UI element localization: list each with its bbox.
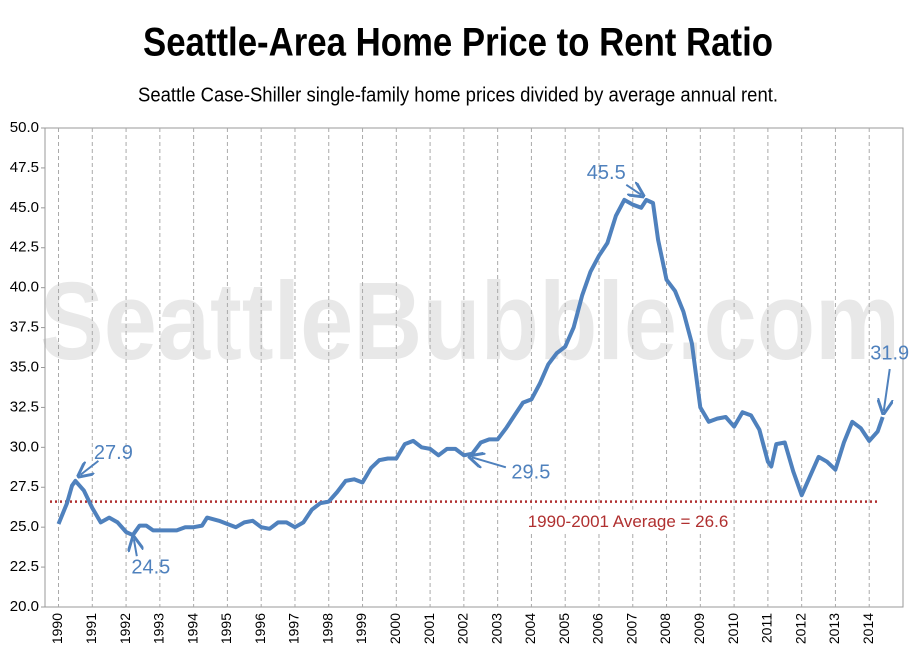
y-tick-label: 27.5 [10,478,39,495]
y-tick-label: 42.5 [10,239,39,256]
average-label-bg [528,509,728,534]
x-tick-label: 2011 [759,613,775,643]
y-tick-label: 37.5 [10,319,39,336]
x-tick-label: 2013 [826,613,842,644]
x-tick-label: 1997 [286,613,302,644]
y-tick-label: 32.5 [10,398,39,415]
x-tick-label: 1998 [319,613,335,644]
y-tick-label: 20.0 [10,598,39,615]
x-tick-label: 2005 [556,613,572,644]
x-tick-label: 2014 [860,613,876,644]
data-line [56,197,885,538]
x-tick-label: 2009 [691,613,707,644]
x-tick-label: 2008 [657,613,673,644]
watermark: SeattleBubble.com [40,260,900,383]
x-tick-label: 1993 [151,613,167,644]
x-tick-label: 1990 [49,613,65,644]
y-tick-label: 50.0 [10,119,39,136]
x-tick-label: 1994 [184,613,200,644]
x-tick-label: 2010 [725,613,741,644]
y-tick-label: 45.0 [10,199,39,216]
y-tick-label: 30.0 [10,438,39,455]
annotation-label: 45.5 [587,162,626,184]
x-tick-label: 2000 [387,613,403,644]
annotation-arrow [472,457,507,467]
x-tick-label: 2004 [522,613,538,644]
x-tick-label: 1991 [83,613,99,644]
y-tick-label: 22.5 [10,558,39,575]
annotation-arrow [80,460,100,475]
x-tick-label: 2002 [455,613,471,644]
x-tick-label: 2003 [488,613,504,644]
x-tick-label: 2012 [792,613,808,644]
x-tick-label: 2001 [421,613,437,644]
annotation-label: 29.5 [511,462,550,484]
x-tick-label: 1996 [252,613,268,644]
x-tick-label: 1995 [218,613,234,644]
annotation-label: 24.5 [131,556,170,578]
x-tick-label: 1992 [117,613,133,644]
y-tick-label: 40.0 [10,279,39,296]
x-tick-label: 2007 [623,613,639,644]
chart-subtitle: Seattle Case-Shiller single-family home … [138,84,778,106]
chart-title: Seattle-Area Home Price to Rent Ratio [143,21,773,65]
y-tick-label: 25.0 [10,518,39,535]
y-tick-label: 35.0 [10,358,39,375]
annotation-arrow [134,539,137,557]
annotation-label: 27.9 [94,442,133,464]
annotation-arrow [884,368,890,411]
x-tick-label: 1999 [353,613,369,644]
annotation-arrow [625,185,641,195]
x-tick-label: 2006 [590,613,606,644]
annotation-label: 31.9 [870,342,909,364]
y-tick-label: 47.5 [10,159,39,176]
average-label: 1990-2001 Average = 26.6 [528,512,729,531]
